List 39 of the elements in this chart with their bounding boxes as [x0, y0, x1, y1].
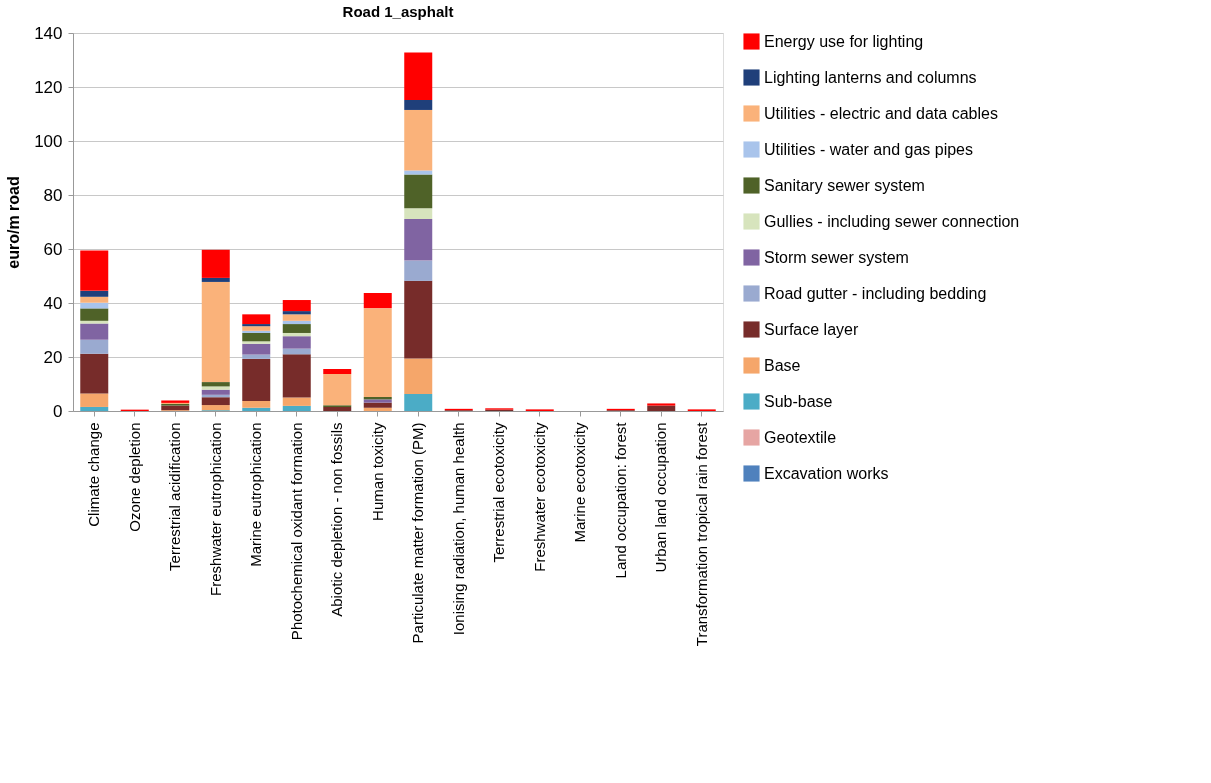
x-tick-label: Transformation tropical rain forest [692, 421, 710, 647]
legend-label: Utilities - water and gas pipes [764, 140, 973, 158]
x-tick-label: Terrestrial acidification [166, 422, 184, 571]
x-tick-label: Human toxicity [368, 422, 386, 521]
x-tick-label: Particulate matter formation (PM) [409, 422, 427, 644]
legend-label: Sub-base [764, 392, 833, 410]
legend-label: Energy use for lighting [764, 32, 924, 50]
legend-label: Gullies - including sewer connection [764, 212, 1020, 230]
x-tick-label: Ionising radiation, human health [449, 422, 467, 636]
legend-label: Base [764, 356, 801, 374]
x-tick-label: Freshwater eutrophication [206, 422, 224, 596]
legend-label: Utilities - electric and data cables [764, 104, 998, 122]
x-tick-label: Ozone depletion [125, 422, 143, 532]
y-tick-label: 100 [34, 131, 63, 151]
x-tick-label: Marine eutrophication [247, 422, 265, 567]
y-tick-label: 80 [43, 185, 63, 205]
x-tick-label: Photochemical oxidant formation [287, 422, 305, 641]
y-tick-label: 0 [53, 401, 63, 421]
legend-label: Geotextile [764, 428, 837, 446]
y-tick-label: 40 [43, 293, 63, 313]
y-tick-label: 140 [34, 23, 63, 43]
x-tick-label: Urban land occupation [652, 422, 670, 573]
legend-label: Lighting lanterns and columns [764, 68, 977, 86]
x-tick-label: Climate change [85, 422, 103, 527]
y-tick-label: 60 [43, 239, 63, 259]
chart-title: Road 1_asphalt [342, 3, 454, 20]
x-tick-label: Terrestrial ecotoxicity [490, 422, 508, 563]
x-tick-label: Freshwater ecotoxicity [530, 422, 548, 572]
legend-label: Excavation works [764, 464, 889, 482]
x-tick-label: Abiotic depletion - non fossils [328, 422, 346, 617]
y-tick-label: 120 [34, 77, 63, 97]
legend-label: Sanitary sewer system [764, 176, 925, 194]
y-tick-label: 20 [43, 347, 63, 367]
y-axis-title: euro/m road [5, 176, 23, 269]
x-tick-label: Marine ecotoxicity [571, 422, 589, 543]
legend-label: Storm sewer system [764, 248, 909, 266]
legend-label: Surface layer [764, 320, 859, 338]
legend-label: Road gutter - including bedding [764, 284, 987, 302]
x-tick-label: Land occupation: forest [611, 421, 629, 579]
